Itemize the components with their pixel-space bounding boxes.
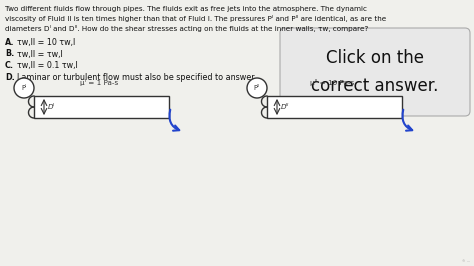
Text: μᴵᴵ = 10 Pa-s: μᴵᴵ = 10 Pa-s xyxy=(310,78,355,85)
Text: τw,II = 10 τw,I: τw,II = 10 τw,I xyxy=(12,38,75,47)
Text: Dᴵᴵ: Dᴵᴵ xyxy=(281,104,289,110)
Text: A.: A. xyxy=(5,38,15,47)
Text: Laminar or turbulent flow must also be specified to answer.: Laminar or turbulent flow must also be s… xyxy=(12,73,256,81)
Text: C.: C. xyxy=(5,61,14,70)
Text: Pᴵᴵ: Pᴵᴵ xyxy=(254,85,260,91)
Text: Pᴵ: Pᴵ xyxy=(21,85,27,91)
Text: μᴵ = 1 Pa-s: μᴵ = 1 Pa-s xyxy=(81,78,118,85)
Bar xyxy=(267,96,402,118)
Circle shape xyxy=(247,78,267,98)
Text: τw,II = τw,I: τw,II = τw,I xyxy=(12,49,63,59)
Text: D.: D. xyxy=(5,73,15,81)
Text: τw,II = 0.1 τw,I: τw,II = 0.1 τw,I xyxy=(12,61,78,70)
Text: Click on the: Click on the xyxy=(326,49,424,67)
Text: diameters Dᴵ and Dᴵᴵ. How do the shear stresses acting on the fluids at the inne: diameters Dᴵ and Dᴵᴵ. How do the shear s… xyxy=(5,25,368,32)
Text: viscosity of Fluid II is ten times higher than that of Fluid I. The pressures Pᴵ: viscosity of Fluid II is ten times highe… xyxy=(5,15,386,23)
Text: © ...: © ... xyxy=(462,259,470,263)
Text: Two different fluids flow through pipes. The fluids exit as free jets into the a: Two different fluids flow through pipes.… xyxy=(5,6,367,12)
Text: Dᴵ: Dᴵ xyxy=(48,104,55,110)
Bar xyxy=(34,96,169,118)
FancyBboxPatch shape xyxy=(280,28,470,116)
Text: B.: B. xyxy=(5,49,14,59)
Circle shape xyxy=(14,78,34,98)
Text: correct answer.: correct answer. xyxy=(311,77,439,95)
